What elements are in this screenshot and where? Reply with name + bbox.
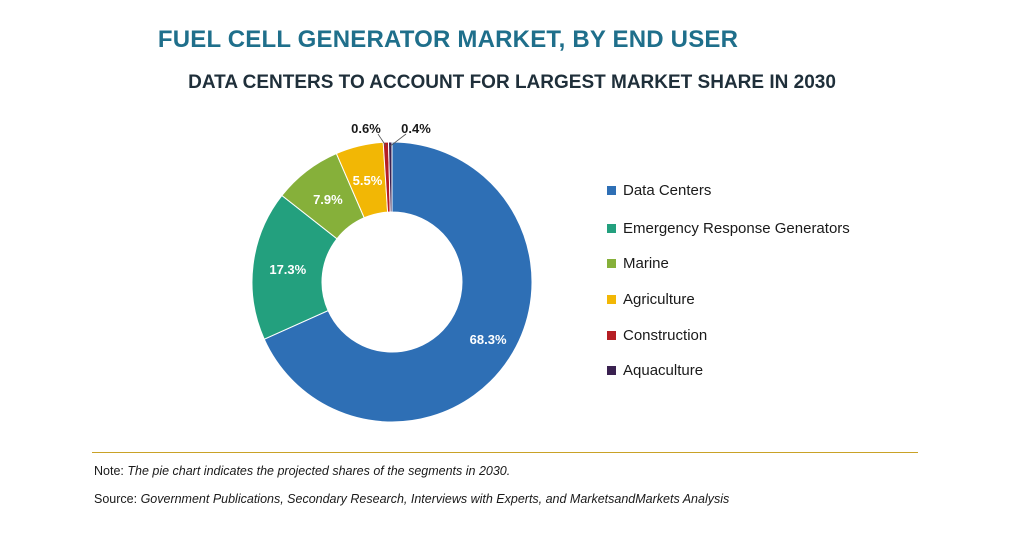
data-label-construction: 0.6%: [351, 121, 381, 136]
legend-swatch: [607, 294, 616, 304]
data-label-data-centers: 68.3%: [470, 332, 507, 347]
legend-label: Emergency Response Generators: [623, 219, 850, 237]
slice-data-centers: [263, 141, 533, 423]
data-labels: 68.3% 17.3% 7.9% 5.5% 0.6% 0.4%: [269, 121, 507, 347]
legend-label: Aquaculture: [623, 361, 704, 379]
legend-swatch: [607, 223, 616, 233]
legend-item-construction: Construction: [607, 325, 707, 345]
footer-source: Source: Government Publications, Seconda…: [94, 492, 729, 506]
legend-swatch: [607, 330, 616, 340]
legend-item-aquaculture: Aquaculture: [607, 360, 703, 380]
data-label-aquaculture: 0.4%: [401, 121, 431, 136]
donut-slices: [251, 141, 533, 423]
legend-label: Marine: [623, 254, 669, 272]
leader-line-construction: [377, 133, 387, 147]
slice-emergency-response-generators: [251, 194, 338, 340]
footer-divider: [92, 452, 918, 453]
chart-title: FUEL CELL GENERATOR MARKET, BY END USER: [157, 26, 739, 53]
legend-swatch: [607, 258, 616, 268]
legend-item-emergency-response-generators: Emergency Response Generators: [607, 218, 850, 238]
legend-label: Data Centers: [623, 181, 712, 199]
footer-note: Note: The pie chart indicates the projec…: [94, 464, 510, 478]
legend-item-data-centers: Data Centers: [607, 180, 711, 200]
slice-aquaculture: [387, 141, 393, 213]
legend-item-agriculture: Agriculture: [607, 289, 695, 309]
legend-swatch: [607, 185, 616, 195]
source-text: Government Publications, Secondary Resea…: [137, 492, 730, 506]
source-prefix: Source:: [94, 492, 138, 506]
legend-swatch: [607, 365, 616, 375]
label-leader-lines: [377, 133, 407, 147]
data-label-emergency-response-generators: 17.3%: [269, 262, 306, 277]
legend-label: Construction: [623, 326, 708, 344]
data-label-marine: 7.9%: [313, 192, 343, 207]
chart-subtitle: DATA CENTERS TO ACCOUNT FOR LARGEST MARK…: [188, 72, 836, 93]
leader-line-aquaculture: [390, 133, 407, 147]
data-label-agriculture: 5.5%: [353, 173, 383, 188]
legend-item-marine: Marine: [607, 253, 669, 273]
note-prefix: Note:: [94, 464, 124, 478]
note-text: The pie chart indicates the projected sh…: [123, 464, 511, 478]
legend-label: Agriculture: [623, 290, 695, 308]
